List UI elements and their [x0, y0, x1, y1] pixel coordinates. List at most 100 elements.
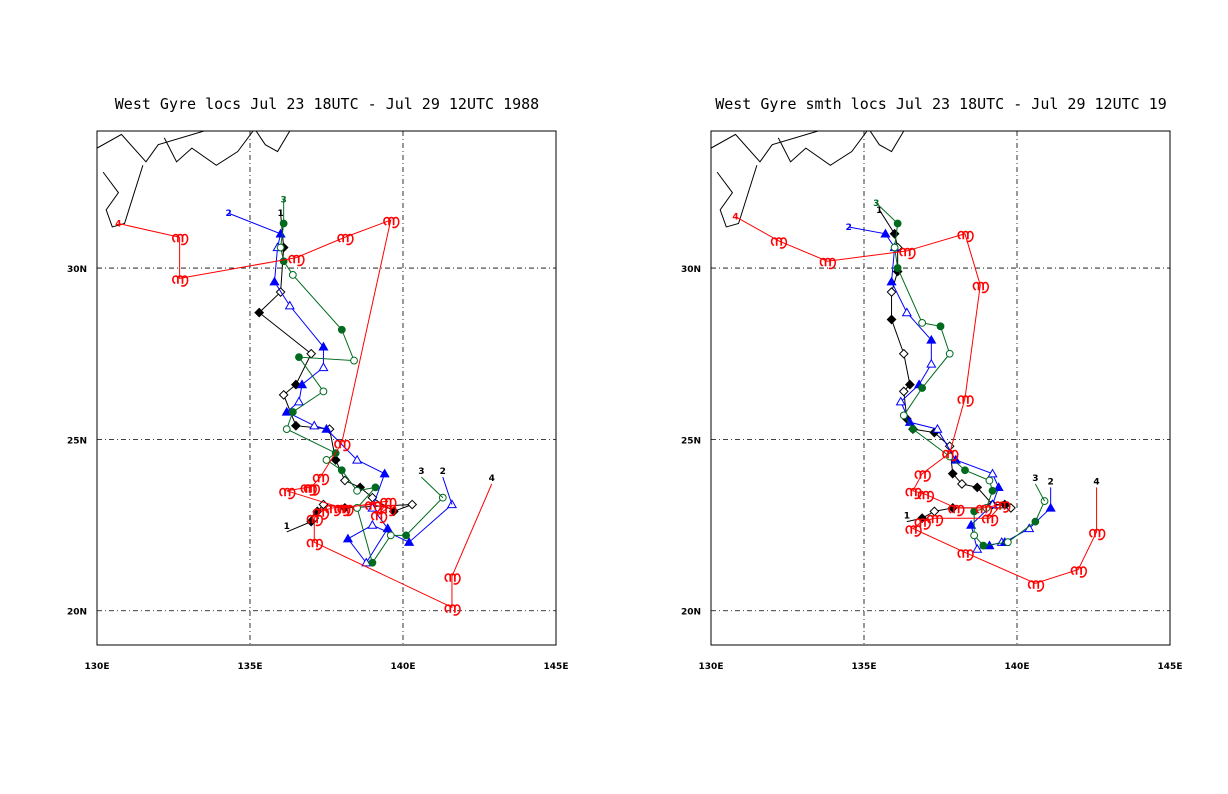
- track-start-label-1: 1: [876, 206, 882, 216]
- track-point-3: [288, 408, 297, 416]
- track-point-3: [353, 486, 362, 495]
- track-point-3: [918, 384, 927, 392]
- track-point-4: ൬: [306, 535, 324, 551]
- coastline: [869, 131, 905, 153]
- track-start-label-1: 1: [277, 209, 283, 219]
- track-end-link-2: [442, 476, 453, 505]
- track-point-4: ൬: [336, 501, 354, 517]
- coastline: [716, 165, 758, 228]
- track-point-3: [893, 264, 902, 272]
- track-point-1: [898, 386, 909, 397]
- track-point-4: ൬: [287, 251, 305, 267]
- track-point-4: ൬: [1070, 563, 1088, 579]
- track-point-4: ൬: [975, 501, 993, 517]
- track-point-1: [886, 314, 897, 325]
- track-point-1: [278, 389, 289, 400]
- track-point-4: ൬: [324, 501, 342, 517]
- track-point-3: [918, 318, 927, 327]
- track-point-2: [293, 396, 305, 406]
- track-end-link-3: [1034, 483, 1045, 502]
- track-point-3: [350, 356, 358, 365]
- y-tick-label: 20N: [681, 608, 701, 618]
- track-point-1: [947, 468, 958, 479]
- track-point-2: [404, 536, 415, 546]
- track-point-4: ൬: [898, 244, 916, 260]
- track-point-1: [339, 475, 350, 486]
- track-point-4: ൬: [370, 508, 388, 524]
- track-point-3: [368, 558, 377, 567]
- track-point-1: [312, 506, 323, 517]
- track-point-4: ൬: [941, 446, 959, 462]
- track-point-2: [987, 468, 998, 478]
- x-tick-label: 135E: [238, 662, 263, 672]
- track-point-2: [269, 276, 280, 286]
- track-point-1: [999, 499, 1010, 510]
- track-point-3: [322, 456, 331, 464]
- track-point-2: [318, 362, 329, 372]
- track-point-2: [880, 228, 891, 238]
- track-point-1: [254, 307, 265, 318]
- track-point-4: ൬: [300, 480, 318, 496]
- right-chart-title: West Gyre smth locs Jul 23 18UTC - Jul 2…: [715, 95, 1167, 113]
- track-point-4: ൬: [904, 484, 922, 500]
- track-end-label-1: 1: [284, 522, 290, 532]
- track-point-3: [337, 466, 346, 475]
- track-point-1: [1005, 503, 1016, 513]
- track-point-3: [961, 466, 969, 475]
- track-point-3: [279, 219, 288, 228]
- track-point-4: ൬: [972, 278, 990, 294]
- track-point-4: ൬: [770, 234, 788, 250]
- track-point-2: [318, 341, 329, 351]
- track-point-4: ൬: [382, 213, 400, 229]
- track-point-2: [966, 519, 977, 529]
- coastline: [163, 131, 254, 166]
- track-start-label-2: 2: [846, 223, 852, 233]
- track-point-4: ൬: [333, 436, 351, 452]
- track-point-4: ൬: [336, 230, 354, 246]
- track-point-2: [284, 300, 295, 310]
- track-point-3: [402, 531, 410, 540]
- track-point-3: [282, 425, 291, 434]
- y-tick-label: 20N: [67, 608, 87, 618]
- track-point-1: [972, 482, 983, 493]
- y-tick-label: 30N: [681, 265, 701, 275]
- track-point-4: ൬: [443, 600, 461, 616]
- track-point-2: [321, 423, 332, 433]
- track-end-label-4: 4: [1093, 477, 1099, 487]
- track-point-2: [352, 454, 363, 464]
- track-point-4: ൬: [1027, 576, 1045, 592]
- x-tick-label: 145E: [1158, 662, 1183, 672]
- right-panel-track-chart: West Gyre smth locs Jul 23 18UTC - Jul 2…: [681, 95, 1183, 672]
- track-point-2: [972, 543, 983, 553]
- track-point-1: [367, 492, 378, 503]
- left-chart-title: West Gyre locs Jul 23 18UTC - Jul 29 12U…: [115, 95, 539, 113]
- track-start-label-2: 2: [225, 209, 231, 219]
- track-point-4: ൬: [364, 498, 382, 514]
- track-point-4: ൬: [904, 521, 922, 537]
- track-point-4: ൬: [306, 511, 324, 527]
- coastline-group: [711, 131, 905, 228]
- track-point-2: [309, 420, 320, 430]
- track-end-label-3: 3: [418, 467, 424, 477]
- track-point-3: [909, 425, 917, 434]
- track-point-3: [945, 349, 954, 358]
- track-point-2: [342, 533, 353, 543]
- track-point-3: [319, 387, 328, 396]
- track-line-4: [118, 219, 453, 609]
- track-end-label-2: 2: [440, 467, 446, 477]
- coastline: [255, 131, 291, 153]
- track-point-4: ൬: [278, 484, 296, 500]
- plot-frame: [710, 130, 1171, 646]
- track-point-4: ൬: [312, 470, 330, 486]
- track-point-2: [379, 468, 390, 478]
- x-tick-label: 145E: [544, 662, 569, 672]
- track-point-1: [957, 479, 967, 489]
- track-point-3: [890, 243, 899, 252]
- track-point-2: [932, 423, 943, 433]
- plot-frame: [96, 130, 557, 646]
- track-start-label-3: 3: [281, 196, 287, 206]
- x-tick-label: 130E: [85, 662, 110, 672]
